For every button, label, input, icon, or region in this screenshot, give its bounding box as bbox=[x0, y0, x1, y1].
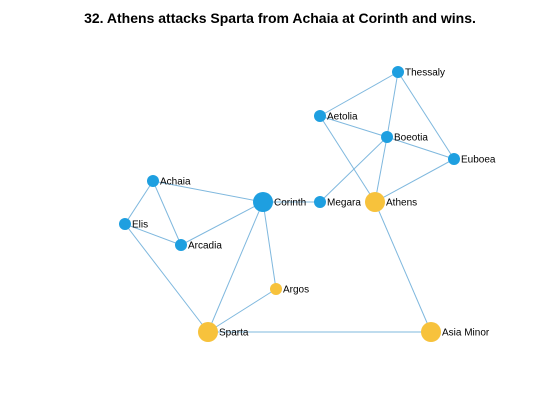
edge-aetolia-boeotia bbox=[319, 115, 388, 138]
node-label-asiaminor: Asia Minor bbox=[442, 328, 490, 339]
edge-boeotia-athens bbox=[374, 136, 388, 203]
node-euboea bbox=[448, 153, 460, 165]
node-label-corinth: Corinth bbox=[274, 198, 306, 209]
node-megara bbox=[314, 196, 326, 208]
edge-aetolia-athens bbox=[319, 115, 376, 203]
node-thessaly bbox=[392, 66, 404, 78]
edge-arcadia-corinth bbox=[180, 201, 264, 246]
edge-corinth-argos bbox=[262, 201, 277, 290]
edge-euboea-athens bbox=[374, 158, 455, 203]
edge-elis-sparta bbox=[124, 223, 209, 333]
edge-corinth-sparta bbox=[207, 201, 264, 333]
edge-achaia-arcadia bbox=[152, 180, 182, 246]
node-asiaminor bbox=[421, 322, 441, 342]
edge-thessaly-aetolia bbox=[319, 71, 399, 117]
edge-thessaly-euboea bbox=[397, 71, 455, 160]
node-corinth bbox=[253, 192, 273, 212]
node-label-euboea: Euboea bbox=[461, 155, 496, 166]
edge-boeotia-megara bbox=[319, 136, 388, 203]
node-label-elis: Elis bbox=[132, 220, 148, 231]
node-aetolia bbox=[314, 110, 326, 122]
node-label-arcadia: Arcadia bbox=[188, 241, 222, 252]
node-label-aetolia: Aetolia bbox=[327, 112, 358, 123]
edge-achaia-elis bbox=[124, 180, 154, 225]
node-elis bbox=[119, 218, 131, 230]
node-athens bbox=[365, 192, 385, 212]
node-label-achaia: Achaia bbox=[160, 177, 191, 188]
node-label-argos: Argos bbox=[283, 285, 309, 296]
node-label-boeotia: Boeotia bbox=[394, 133, 428, 144]
node-label-thessaly: Thessaly bbox=[405, 68, 445, 79]
node-label-athens: Athens bbox=[386, 198, 417, 209]
edge-layer bbox=[124, 71, 455, 333]
diagram-title: 32. Athens attacks Sparta from Achaia at… bbox=[84, 10, 476, 26]
node-label-megara: Megara bbox=[327, 198, 361, 209]
edge-elis-arcadia bbox=[124, 223, 182, 246]
node-sparta bbox=[198, 322, 218, 342]
node-achaia bbox=[147, 175, 159, 187]
node-boeotia bbox=[381, 131, 393, 143]
edge-thessaly-boeotia bbox=[386, 71, 399, 138]
edge-achaia-corinth bbox=[152, 180, 264, 203]
node-argos bbox=[270, 283, 282, 295]
edge-athens-asiaminor bbox=[374, 201, 432, 333]
node-layer: Thessaly Aetolia Boeotia Euboea Achaia Corint… bbox=[119, 66, 496, 342]
node-arcadia bbox=[175, 239, 187, 251]
edge-argos-sparta bbox=[207, 288, 277, 333]
node-label-sparta: Sparta bbox=[219, 328, 249, 339]
edge-boeotia-euboea bbox=[386, 136, 455, 160]
